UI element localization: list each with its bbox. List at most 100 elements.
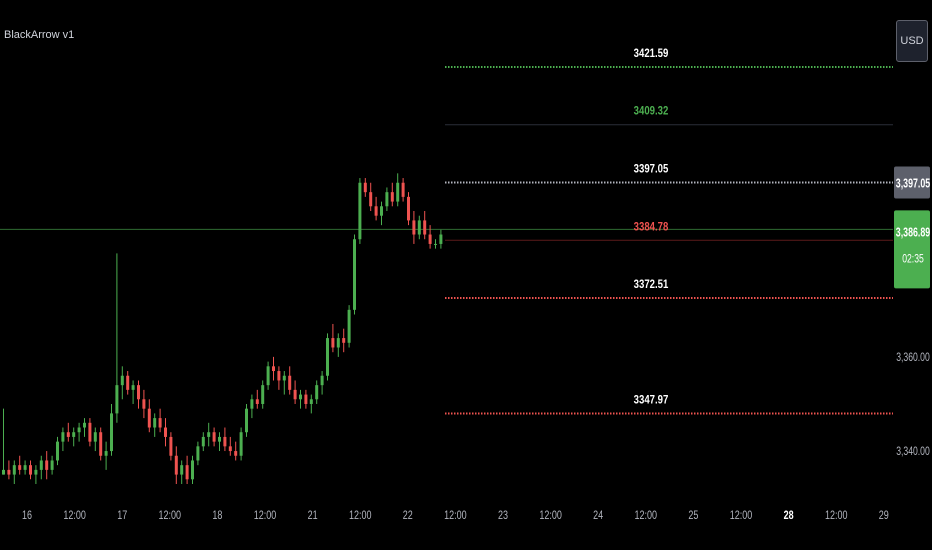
x-tick-label-2: 17 — [117, 509, 127, 523]
x-tick-label-12: 24 — [593, 509, 603, 523]
candle-23 — [126, 371, 130, 395]
x-tick-label-13: 12:00 — [635, 509, 658, 523]
x-tick-label-7: 12:00 — [349, 509, 372, 523]
candle-71 — [385, 187, 389, 211]
candle-24 — [131, 380, 135, 404]
candle-70 — [380, 201, 383, 226]
time-axis[interactable]: 16 12:00 17 12:00 18 12:00 21 12:00 22 12:00 23 12:… — [22, 509, 889, 523]
level-label-2: 3397.05 — [634, 163, 669, 176]
candle-25 — [137, 380, 140, 409]
x-tick-label-5: 12:00 — [254, 509, 277, 523]
candle-67 — [363, 178, 367, 197]
candle-3 — [18, 455, 22, 475]
candle-79 — [428, 225, 432, 249]
candle-52 — [282, 371, 286, 395]
price-tag-gray — [894, 166, 930, 199]
candle-74 — [401, 178, 405, 202]
candle-45 — [245, 403, 248, 437]
candle-17 — [93, 427, 97, 452]
candle-65 — [353, 234, 356, 315]
candle-7 — [39, 455, 43, 480]
candle-77 — [417, 215, 421, 240]
candle-64 — [347, 305, 351, 348]
x-tick-label-4: 18 — [212, 509, 222, 523]
candle-43 — [234, 441, 238, 461]
level-lines — [445, 66, 893, 415]
candle-66 — [358, 178, 362, 244]
candle-37 — [201, 432, 205, 452]
candle-58 — [315, 380, 319, 404]
candle-28 — [153, 413, 157, 437]
x-tick-label-10: 23 — [498, 509, 508, 523]
y-tick-label-1: 3,360.00 — [896, 352, 930, 365]
candle-75 — [407, 192, 410, 226]
x-tick-label-1: 12:00 — [63, 509, 86, 523]
candle-53 — [288, 366, 292, 395]
candle-47 — [255, 389, 259, 409]
candle-69 — [374, 196, 378, 221]
candle-62 — [336, 333, 340, 357]
candle-35 — [191, 455, 194, 484]
candle-54 — [293, 380, 297, 404]
candle-34 — [185, 455, 189, 484]
x-tick-label-14: 25 — [688, 509, 698, 523]
y-tick-label-2: 3,340.00 — [896, 446, 930, 459]
candle-81 — [439, 229, 443, 249]
candle-73 — [396, 173, 400, 207]
x-tick-label-3: 12:00 — [159, 509, 182, 523]
candle-5 — [29, 460, 32, 480]
candle-21 — [115, 253, 119, 423]
level-label-5: 3347.97 — [634, 394, 669, 407]
candle-0 — [2, 408, 5, 475]
candle-30 — [164, 418, 167, 447]
price-tag-countdown: 02:35 — [902, 253, 924, 266]
candle-51 — [277, 366, 281, 390]
candle-78 — [423, 210, 427, 240]
candle-14 — [77, 422, 81, 442]
indicator-title[interactable]: BlackArrow v1 — [4, 29, 75, 41]
candle-32 — [174, 446, 178, 484]
candle-50 — [272, 356, 275, 381]
candle-20 — [110, 403, 113, 456]
candle-76 — [412, 210, 416, 244]
candle-12 — [66, 422, 70, 442]
candle-8 — [45, 451, 49, 480]
candle-40 — [218, 432, 221, 452]
candle-15 — [83, 418, 86, 437]
level-labels: 3421.59 3409.32 3397.05 3384.78 3372.51 3347.… — [634, 47, 669, 407]
candle-36 — [196, 441, 200, 466]
candle-13 — [72, 427, 76, 447]
x-tick-label-11: 12:00 — [539, 509, 562, 523]
candle-16 — [88, 418, 92, 447]
candle-72 — [390, 182, 394, 207]
candle-11 — [61, 427, 65, 452]
candle-26 — [142, 389, 146, 419]
price-tag-current — [894, 210, 930, 289]
candle-1 — [7, 460, 11, 480]
candle-57 — [309, 394, 313, 414]
candle-42 — [228, 436, 232, 456]
candles — [2, 173, 443, 484]
level-label-0: 3421.59 — [634, 47, 669, 60]
candle-9 — [50, 455, 54, 475]
level-label-4: 3372.51 — [634, 278, 669, 291]
candle-41 — [223, 427, 227, 452]
x-tick-label-6: 21 — [308, 509, 318, 523]
currency-button[interactable]: USD — [896, 20, 928, 62]
candle-6 — [34, 465, 38, 484]
candle-59 — [320, 371, 324, 395]
candle-31 — [169, 432, 173, 461]
candle-63 — [342, 328, 346, 353]
candle-49 — [266, 361, 270, 390]
candle-60 — [326, 333, 329, 381]
x-tick-label-16: 28 — [784, 509, 794, 523]
x-tick-label-17: 12:00 — [825, 509, 848, 523]
candle-38 — [207, 422, 211, 447]
candle-44 — [239, 427, 243, 461]
candle-48 — [261, 380, 265, 409]
candle-2 — [12, 460, 16, 484]
price-axis[interactable]: 3,380.003,360.003,340.003,397.053,386.89… — [894, 166, 930, 459]
